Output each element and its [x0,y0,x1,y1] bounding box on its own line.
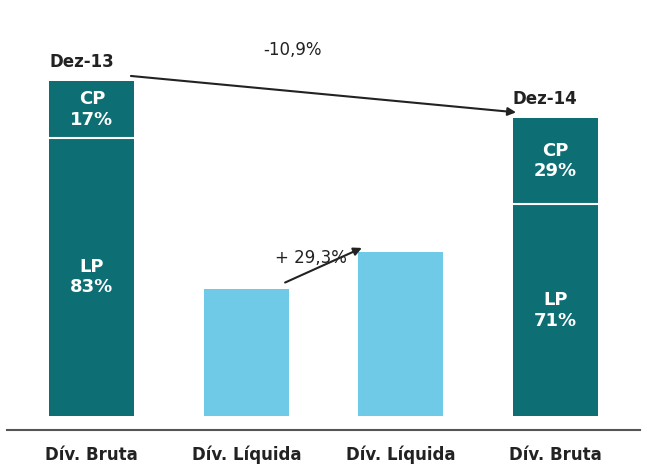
Bar [49,138,135,416]
Text: -10,9%: -10,9% [263,41,322,59]
Bar [204,289,289,416]
Text: LP
83%: LP 83% [71,258,113,296]
Text: + 29,3%: + 29,3% [275,249,347,267]
Bar [512,204,598,416]
Bar [358,252,443,416]
Text: Dez-14: Dez-14 [512,89,577,107]
Text: CP
17%: CP 17% [71,90,113,129]
Text: LP
71%: LP 71% [534,291,576,330]
Text: CP
29%: CP 29% [534,141,576,180]
Bar [512,118,598,204]
Bar [49,81,135,138]
Text: Dez-13: Dez-13 [49,53,114,71]
